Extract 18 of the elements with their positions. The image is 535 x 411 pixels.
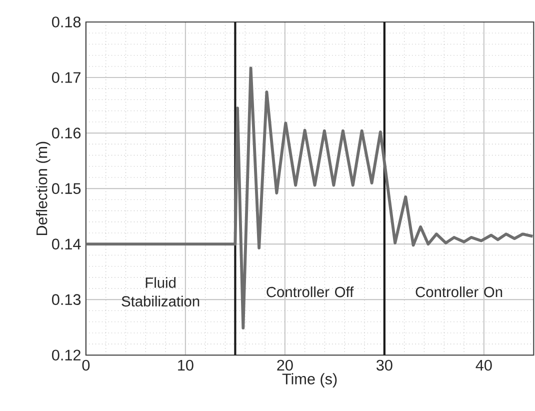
y-tick-label: 0.13 xyxy=(52,294,81,305)
x-tick-label: 20 xyxy=(277,360,293,371)
annotation: Controller Off xyxy=(266,286,354,298)
y-tick-label: 0.15 xyxy=(52,183,81,194)
x-tick-label: 10 xyxy=(178,360,194,371)
y-axis-title: Deflection (m) xyxy=(36,142,50,235)
x-tick-label: 30 xyxy=(376,360,392,371)
x-axis-title: Time (s) xyxy=(282,373,337,388)
y-tick-label: 0.17 xyxy=(52,72,80,83)
y-tick-label: 0.14 xyxy=(52,238,81,250)
y-tick-label: 0.18 xyxy=(52,16,81,28)
x-tick-label: 40 xyxy=(476,360,492,371)
line-series xyxy=(86,66,534,330)
y-tick-label: 0.16 xyxy=(52,128,81,138)
y-tick-label: 0.12 xyxy=(52,350,80,361)
annotation: Fluid Stabilization xyxy=(122,277,200,306)
annotation: Controller On xyxy=(416,286,502,298)
x-tick-label: 0 xyxy=(82,360,90,371)
